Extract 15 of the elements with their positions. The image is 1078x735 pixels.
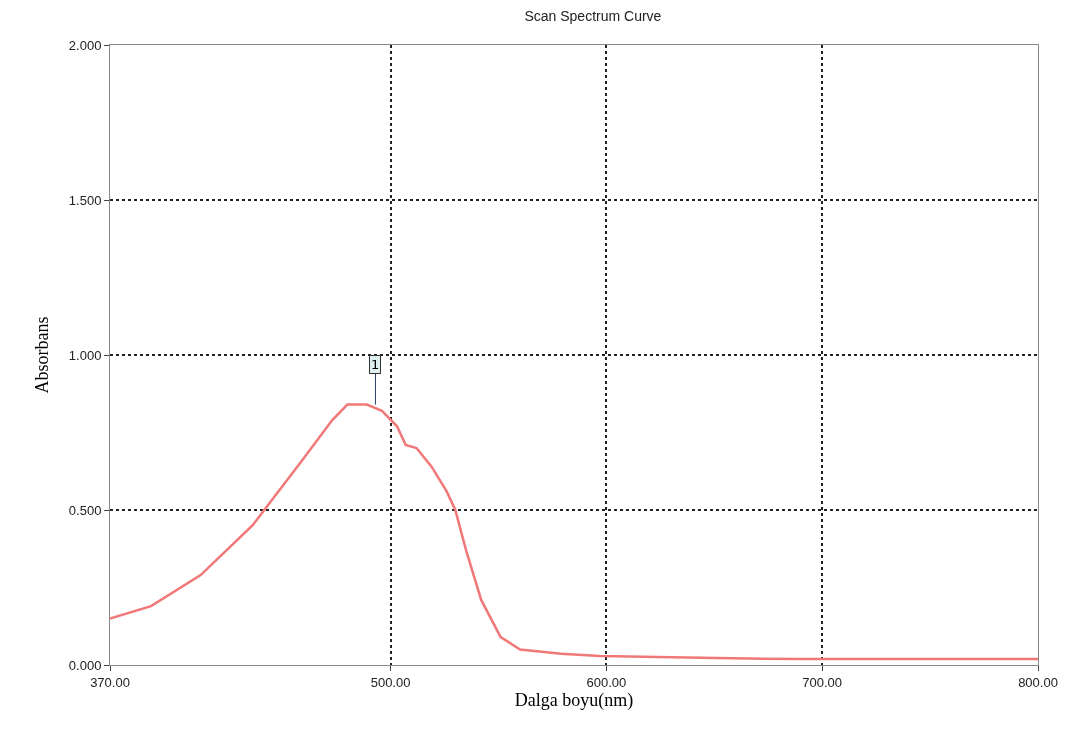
x-tick-label: 370.00 [90,674,130,690]
x-tick-label: 700.00 [802,674,843,690]
x-tick-label: 600.00 [586,674,627,690]
y-axis-title: Absorbans [32,316,53,394]
x-axis-title: Dalga boyu(nm) [514,689,634,711]
annotation: 1 [371,357,380,372]
x-tick-label: 500.00 [370,674,411,690]
x-tick-label: 800.00 [1018,674,1058,690]
y-tick-label: 0.500 [68,502,102,518]
y-tick-label: 0.000 [68,657,102,673]
y-tick-label: 1.500 [68,192,102,208]
chart-title: Scan Spectrum Curve [524,7,662,24]
y-tick-label: 2.000 [68,37,102,53]
line-series [110,403,1038,661]
y-tick-label: 1.000 [68,347,102,363]
